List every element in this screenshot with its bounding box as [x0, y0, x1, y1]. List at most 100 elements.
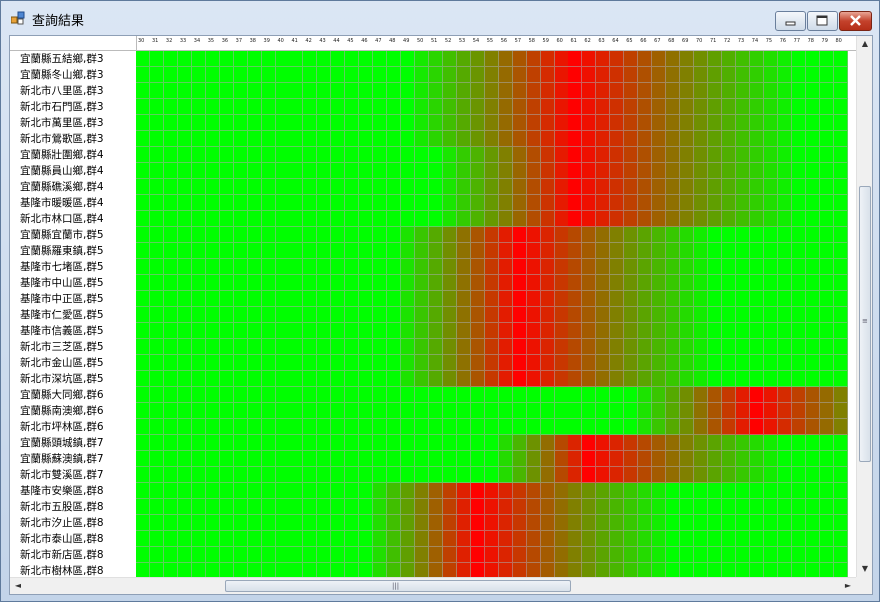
heatmap-cell	[442, 531, 457, 547]
heatmap-cell	[345, 259, 360, 275]
heatmap-cell	[526, 547, 541, 563]
column-header-74: 74	[751, 38, 759, 44]
heatmap-cell	[652, 547, 667, 563]
heatmap-cell	[554, 227, 569, 243]
scroll-up-button[interactable]: ▲	[857, 36, 872, 52]
heatmap-cell	[805, 83, 820, 99]
maximize-button[interactable]	[807, 11, 838, 31]
heatmap-cell	[149, 291, 164, 307]
heatmap-cell	[261, 179, 276, 195]
column-header-44: 44	[333, 38, 340, 44]
heatmap-cell	[666, 371, 681, 387]
heatmap-cell	[777, 99, 792, 115]
heatmap-cell	[289, 275, 304, 291]
heatmap-cell	[666, 291, 681, 307]
heatmap-cell	[540, 499, 555, 515]
heatmap-cell	[568, 467, 583, 483]
heatmap-cell	[275, 83, 290, 99]
horizontal-scroll-thumb[interactable]: |||	[225, 580, 571, 592]
heatmap-cell	[526, 51, 541, 67]
heatmap-cell	[540, 323, 555, 339]
heatmap-cell	[317, 99, 332, 115]
heatmap-cell	[707, 67, 722, 83]
heatmap-cell	[721, 211, 736, 227]
minimize-button[interactable]	[775, 11, 806, 31]
heatmap-cell	[163, 323, 178, 339]
heatmap-cell	[470, 403, 485, 419]
heatmap-cell	[456, 163, 471, 179]
heatmap-cell	[819, 291, 834, 307]
heatmap-grid-view[interactable]: 30 31 32 33 34 35 36 37 38 39 40 41 42 43 44 45 46 47 48 49…	[9, 35, 873, 595]
close-button[interactable]	[839, 11, 872, 31]
heatmap-cell	[289, 307, 304, 323]
heatmap-cell	[833, 307, 848, 323]
heatmap-cell	[610, 339, 625, 355]
heatmap-cell	[219, 355, 234, 371]
heatmap-cell	[331, 547, 346, 563]
heatmap-cell	[763, 275, 778, 291]
heatmap-cell	[721, 195, 736, 211]
heatmap-cell	[526, 419, 541, 435]
heatmap-cell	[247, 211, 262, 227]
heatmap-cell	[205, 275, 220, 291]
heatmap-cell	[694, 419, 708, 435]
vertical-scrollbar[interactable]: ▲ ≡ ▼	[856, 36, 872, 577]
heatmap-cell	[275, 51, 290, 67]
heatmap-cell	[568, 355, 583, 371]
heatmap-cell	[526, 99, 541, 115]
horizontal-scrollbar[interactable]: ◄ ||| ►	[10, 577, 856, 594]
heatmap-cell	[163, 147, 178, 163]
column-header-75: 75	[765, 38, 773, 44]
heatmap-cell	[484, 419, 499, 435]
heatmap-cell	[303, 547, 318, 563]
heatmap-cell	[721, 371, 736, 387]
column-header-34: 34	[193, 38, 201, 44]
heatmap-cell	[526, 467, 541, 483]
heatmap-cell	[484, 355, 499, 371]
scroll-right-button[interactable]: ►	[840, 578, 856, 594]
title-bar[interactable]: 查詢結果	[1, 1, 879, 35]
heatmap-cell	[624, 547, 639, 563]
heatmap-cell	[205, 467, 220, 483]
heatmap-cell	[303, 531, 318, 547]
heatmap-cell	[694, 323, 708, 339]
heatmap-cell	[582, 323, 597, 339]
column-header-58: 58	[528, 38, 535, 44]
heatmap-cell	[149, 339, 164, 355]
heatmap-cell	[233, 179, 248, 195]
heatmap-cell	[289, 515, 304, 531]
heatmap-cell	[191, 483, 206, 499]
heatmap-cell	[428, 435, 443, 451]
heatmap-cell	[456, 307, 471, 323]
heatmap-cell	[805, 547, 820, 563]
heatmap-cell	[805, 307, 820, 323]
heatmap-cell	[331, 51, 346, 67]
heatmap-cell	[149, 307, 164, 323]
vertical-scroll-thumb[interactable]: ≡	[859, 186, 871, 462]
heatmap-cell	[763, 195, 778, 211]
scroll-down-button[interactable]: ▼	[857, 561, 872, 577]
heatmap-cell	[735, 323, 750, 339]
heatmap-cell	[610, 435, 625, 451]
heatmap-cell	[303, 291, 318, 307]
column-header-69: 69	[682, 38, 689, 44]
heatmap-cell	[624, 51, 639, 67]
heatmap-cell	[345, 83, 360, 99]
heatmap-cell	[205, 339, 220, 355]
heatmap-cell	[540, 467, 555, 483]
heatmap-cell	[359, 307, 374, 323]
scroll-left-button[interactable]: ◄	[10, 578, 26, 594]
heatmap-cell	[582, 499, 597, 515]
heatmap-cell	[763, 67, 778, 83]
heatmap-cell	[205, 163, 220, 179]
heatmap-cell	[763, 291, 778, 307]
heatmap-cell	[652, 99, 667, 115]
heatmap-cell	[805, 131, 820, 147]
heatmap-cell	[498, 547, 513, 563]
heatmap-cell	[289, 483, 304, 499]
heatmap-cell	[498, 435, 513, 451]
column-header-45: 45	[347, 38, 354, 44]
heatmap-cell	[359, 435, 374, 451]
heatmap-cell	[136, 435, 150, 451]
heatmap-cell	[415, 547, 429, 563]
